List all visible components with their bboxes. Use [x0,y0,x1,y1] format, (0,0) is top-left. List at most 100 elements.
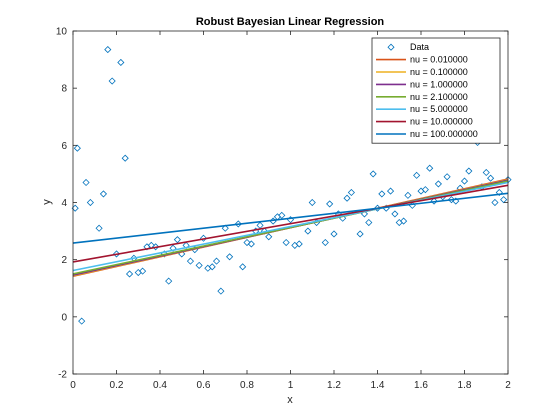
x-tick-label: 0 [70,380,76,391]
data-point [173,236,181,244]
data-point [186,257,195,265]
y-tick-label: 10 [56,27,68,38]
data-point [234,220,242,228]
data-point [282,238,290,247]
data-point [421,186,429,194]
x-tick-label: 2 [505,380,511,391]
legend-label: nu = 5.000000 [410,104,468,114]
data-point [121,154,129,162]
data-point [465,167,473,175]
regression-line [72,184,509,263]
data-point [426,164,434,172]
legend-box [371,37,501,144]
data-point [308,198,316,207]
y-tick-label: 2 [61,255,67,266]
y-tick-label: -2 [58,370,67,381]
y-tick-label: 8 [61,84,67,95]
data-point [386,187,395,195]
data-point [78,317,86,325]
legend-label: nu = 0.100000 [410,67,468,77]
data-point [169,244,177,252]
legend-label: nu = 100.000000 [410,129,478,139]
legend-label: nu = 10.000000 [410,117,473,127]
data-point [221,224,229,232]
data-point [239,263,247,271]
data-point [195,261,203,269]
data-point [247,240,255,248]
x-tick-label: 1 [288,380,294,391]
legend-label: nu = 1.000000 [410,79,468,89]
data-point [86,198,94,207]
y-tick-label: 6 [61,141,67,152]
legend-label: Data [410,42,429,52]
data-point [326,200,334,208]
data-point [434,180,442,188]
data-point [226,253,234,261]
data-point [117,58,125,67]
data-point [330,230,338,238]
data-point [139,267,147,275]
data-point [112,250,121,258]
data-point [265,233,273,241]
data-point [95,224,103,232]
y-axis-label: y [41,199,53,205]
regression-line [72,192,509,244]
data-point [104,46,112,54]
data-point [487,174,495,182]
data-point [460,177,469,185]
legend-label: nu = 2.100000 [410,92,468,102]
legend-data-marker [387,43,395,51]
data-point [500,196,508,204]
data-point [108,77,116,85]
data-point [152,243,160,251]
data-point [369,170,377,178]
data-point [212,257,221,265]
x-tick-label: 0.2 [110,380,124,391]
x-tick-label: 0.6 [197,380,211,391]
x-axis-label: x [287,394,293,406]
data-point [208,263,216,271]
data-point [400,217,408,225]
legend: Data nu = 0.010000 nu = 0.100000 nu = 1.000… [371,37,501,144]
data-point [295,240,303,248]
y-tick-label: 0 [61,312,67,323]
data-point [199,234,208,242]
data-point [404,191,412,199]
data-point [430,197,438,205]
data-point [495,188,503,197]
data-point [99,190,108,198]
data-point [278,211,286,219]
x-tick-label: 1.4 [371,380,385,391]
plot-area [71,46,512,325]
x-tick-label: 1.6 [414,380,428,391]
data-point [165,277,173,285]
data-point [82,178,90,187]
data-point [413,171,421,179]
data-point [443,173,451,181]
x-tick-label: 0.4 [153,380,167,391]
data-point [356,230,364,238]
data-point [347,188,355,197]
data-point [391,210,399,218]
data-point [365,218,373,227]
data-point [482,168,490,177]
data-point [217,287,225,295]
data-point [321,238,329,247]
regression-line [72,181,509,272]
data-point [73,144,81,152]
y-tick-label: 4 [61,198,67,209]
data-point [125,270,134,278]
data-point [378,190,386,198]
data-point [243,238,251,247]
data-point [304,227,312,235]
x-tick-label: 0.8 [240,380,254,391]
data-point [343,194,351,202]
x-tick-label: 1.8 [458,380,472,391]
legend-label: nu = 0.010000 [410,55,468,65]
data-point [491,198,499,207]
data-point [447,196,456,204]
chart-title: Robust Bayesian Linear Regression [196,16,385,28]
x-tick-label: 1.2 [327,380,341,391]
